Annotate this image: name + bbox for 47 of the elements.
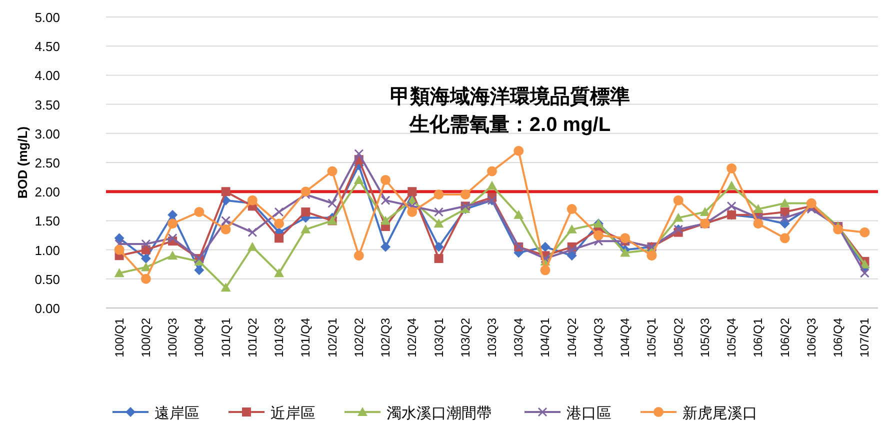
x-tick-label: 100/Q1 [112, 318, 126, 358]
x-tick-label: 102/Q4 [405, 318, 420, 358]
x-tick-label: 100/Q2 [138, 318, 153, 358]
y-tick-label: 1.00 [34, 242, 60, 258]
x-tick-label: 106/Q4 [831, 318, 846, 358]
x-tick-label: 106/Q2 [778, 318, 792, 358]
x-tick-label: 101/Q4 [298, 318, 313, 358]
x-tick-label: 104/Q1 [538, 318, 552, 358]
y-axis-title: BOD (mg/L) [15, 126, 30, 199]
y-tick-label: 4.50 [34, 39, 60, 54]
x-tick-label: 103/Q4 [512, 318, 526, 358]
x-tick-label: 102/Q2 [352, 318, 366, 358]
legend-label: 遠岸區 [154, 404, 200, 422]
x-tick-label: 101/Q1 [218, 318, 233, 358]
x-tick-label: 104/Q3 [591, 318, 606, 358]
x-tick-label: 100/Q4 [192, 318, 206, 358]
y-tick-label: 0.00 [34, 301, 60, 316]
y-tick-label: 1.50 [34, 214, 60, 229]
legend-label: 港口區 [566, 404, 612, 422]
x-tick-label: 104/Q2 [564, 318, 579, 358]
x-tick-label: 105/Q3 [698, 318, 712, 358]
x-tick-label: 102/Q1 [325, 318, 340, 358]
y-tick-label: 5.00 [34, 10, 60, 25]
x-tick-label: 103/Q2 [458, 318, 472, 358]
x-tick-label: 105/Q2 [671, 318, 686, 358]
x-tick-label: 101/Q2 [245, 318, 260, 358]
y-tick-label: 0.50 [34, 272, 60, 287]
x-tick-label: 103/Q3 [485, 318, 499, 358]
x-tick-label: 105/Q1 [644, 318, 659, 358]
x-tick-label: 105/Q4 [724, 318, 739, 358]
legend-label: 濁水溪口潮間帶 [386, 404, 492, 422]
legend-label: 新虎尾溪口 [682, 404, 758, 422]
y-tick-label: 2.50 [34, 156, 60, 170]
legend-label: 近岸區 [270, 404, 316, 422]
x-tick-label: 106/Q3 [804, 318, 818, 358]
x-tick-label: 106/Q1 [751, 318, 766, 358]
y-tick-label: 3.00 [34, 126, 60, 142]
x-tick-label: 100/Q3 [166, 318, 180, 358]
x-tick-label: 103/Q1 [432, 318, 446, 358]
x-tick-label: 101/Q3 [272, 318, 286, 358]
y-tick-label: 4.00 [34, 68, 60, 84]
y-tick-label: 2.00 [34, 184, 60, 200]
y-tick-label: 3.50 [34, 97, 60, 112]
ref-line-label: 甲類海域海洋環境品質標準生化需氧量：2.0 mg/L [390, 85, 630, 136]
x-tick-label: 107/Q1 [858, 318, 872, 358]
x-tick-label: 104/Q4 [618, 318, 632, 358]
x-tick-label: 102/Q3 [378, 318, 393, 358]
